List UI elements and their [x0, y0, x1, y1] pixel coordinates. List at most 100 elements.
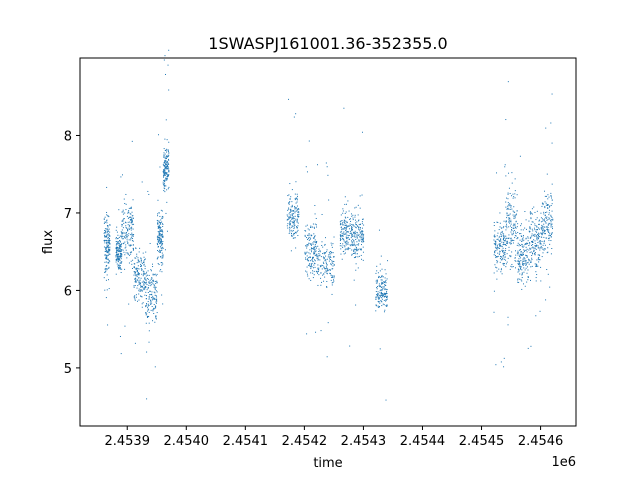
- data-point: [107, 246, 109, 248]
- data-point: [503, 235, 504, 237]
- data-point: [516, 210, 518, 212]
- data-point: [353, 231, 355, 233]
- data-point: [157, 239, 159, 241]
- data-point: [164, 174, 166, 176]
- data-point: [324, 244, 326, 246]
- data-point: [138, 293, 140, 295]
- data-point: [130, 229, 132, 231]
- data-point: [500, 238, 502, 240]
- data-point: [139, 282, 141, 284]
- data-point: [516, 252, 518, 254]
- data-point: [130, 222, 132, 224]
- data-point: [351, 253, 353, 255]
- data-point: [156, 300, 158, 302]
- data-point: [534, 229, 536, 231]
- data-point: [128, 225, 130, 227]
- data-point: [157, 223, 159, 225]
- data-point: [349, 230, 351, 232]
- data-point: [118, 259, 120, 261]
- data-point: [326, 285, 328, 287]
- data-point: [166, 151, 167, 153]
- data-point: [351, 226, 353, 228]
- data-point: [133, 296, 135, 298]
- data-point: [524, 263, 526, 265]
- data-point: [537, 237, 539, 239]
- data-point: [145, 275, 147, 277]
- data-point: [104, 239, 106, 241]
- data-point: [124, 237, 126, 239]
- data-point: [341, 220, 343, 222]
- data-point: [329, 272, 331, 274]
- data-point: [167, 149, 169, 151]
- data-point: [533, 250, 535, 252]
- data-point: [116, 263, 118, 265]
- data-point: [155, 295, 157, 297]
- data-point: [327, 270, 329, 272]
- data-point: [147, 287, 149, 289]
- data-point: [508, 246, 510, 248]
- data-point: [356, 235, 358, 237]
- data-point: [524, 258, 526, 260]
- data-point: [321, 244, 323, 246]
- data-point: [384, 292, 386, 294]
- data-point: [550, 240, 552, 242]
- data-point: [520, 251, 522, 253]
- data-point: [106, 219, 108, 221]
- data-point: [160, 234, 162, 236]
- data-point: [141, 303, 143, 305]
- data-point: [384, 285, 386, 287]
- data-point: [130, 237, 132, 239]
- data-point: [343, 227, 345, 229]
- data-point: [166, 156, 168, 158]
- data-point: [524, 250, 526, 252]
- data-point: [147, 306, 149, 308]
- data-point: [149, 294, 151, 296]
- data-point: [358, 229, 360, 231]
- data-point: [128, 210, 130, 212]
- data-point: [288, 217, 290, 219]
- data-point: [314, 251, 316, 253]
- data-point: [525, 264, 527, 266]
- data-point: [165, 163, 167, 165]
- data-point: [518, 260, 520, 262]
- data-point: [164, 170, 166, 172]
- data-point: [363, 237, 365, 239]
- data-point: [535, 235, 537, 237]
- data-point: [144, 277, 146, 279]
- data-point: [107, 324, 109, 326]
- data-point: [312, 270, 314, 272]
- data-point: [122, 235, 124, 237]
- data-point: [310, 243, 312, 245]
- data-point: [519, 233, 521, 235]
- data-point: [120, 250, 122, 252]
- data-point: [522, 252, 524, 254]
- data-point: [533, 227, 535, 229]
- data-point: [518, 265, 520, 267]
- data-point: [308, 233, 310, 235]
- data-point: [326, 258, 328, 260]
- data-point: [378, 298, 380, 300]
- data-point: [514, 267, 516, 269]
- data-point: [120, 250, 122, 252]
- data-point: [108, 240, 110, 242]
- data-point: [532, 221, 534, 223]
- data-point: [540, 266, 542, 268]
- data-point: [105, 250, 107, 252]
- data-point: [134, 263, 136, 265]
- data-point: [108, 228, 110, 230]
- data-point: [144, 287, 146, 289]
- data-point: [342, 246, 344, 248]
- data-point: [106, 268, 108, 270]
- data-point: [521, 263, 523, 265]
- data-point: [358, 224, 360, 226]
- data-point: [505, 225, 507, 227]
- data-point: [163, 190, 165, 192]
- data-point: [523, 258, 525, 260]
- data-point: [538, 240, 540, 242]
- data-point: [306, 251, 308, 253]
- data-point: [148, 281, 150, 283]
- data-point: [383, 304, 385, 306]
- data-point: [143, 256, 145, 258]
- data-point: [344, 216, 346, 218]
- data-point: [543, 211, 545, 213]
